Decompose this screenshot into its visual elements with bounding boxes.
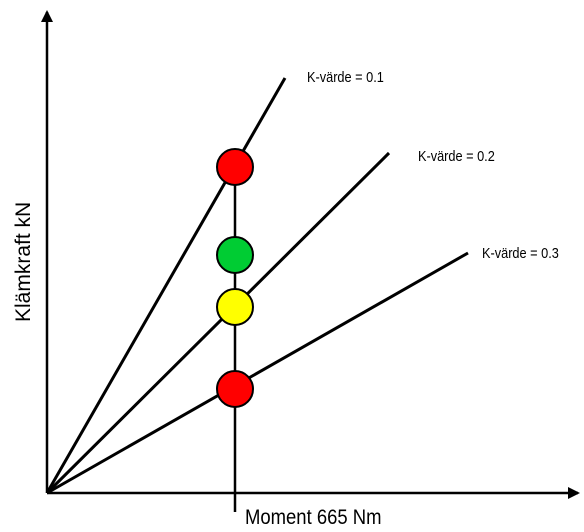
k-line-0-1: [45, 77, 287, 494]
y-axis-label: Klämkraft kN: [12, 202, 35, 322]
k-line-0-2: [45, 151, 391, 495]
x-axis-label: Moment 665 Nm: [245, 506, 382, 529]
marker-green: [216, 236, 254, 274]
k-label-0-2: K-värde = 0.2: [418, 147, 495, 164]
k-line-0-3: [46, 251, 469, 495]
marker-yellow: [216, 288, 254, 326]
marker-red-top: [216, 148, 254, 186]
k-label-0-1: K-värde = 0.1: [307, 68, 384, 85]
marker-red-bottom: [216, 370, 254, 408]
k-label-0-3: K-värde = 0.3: [482, 244, 559, 261]
